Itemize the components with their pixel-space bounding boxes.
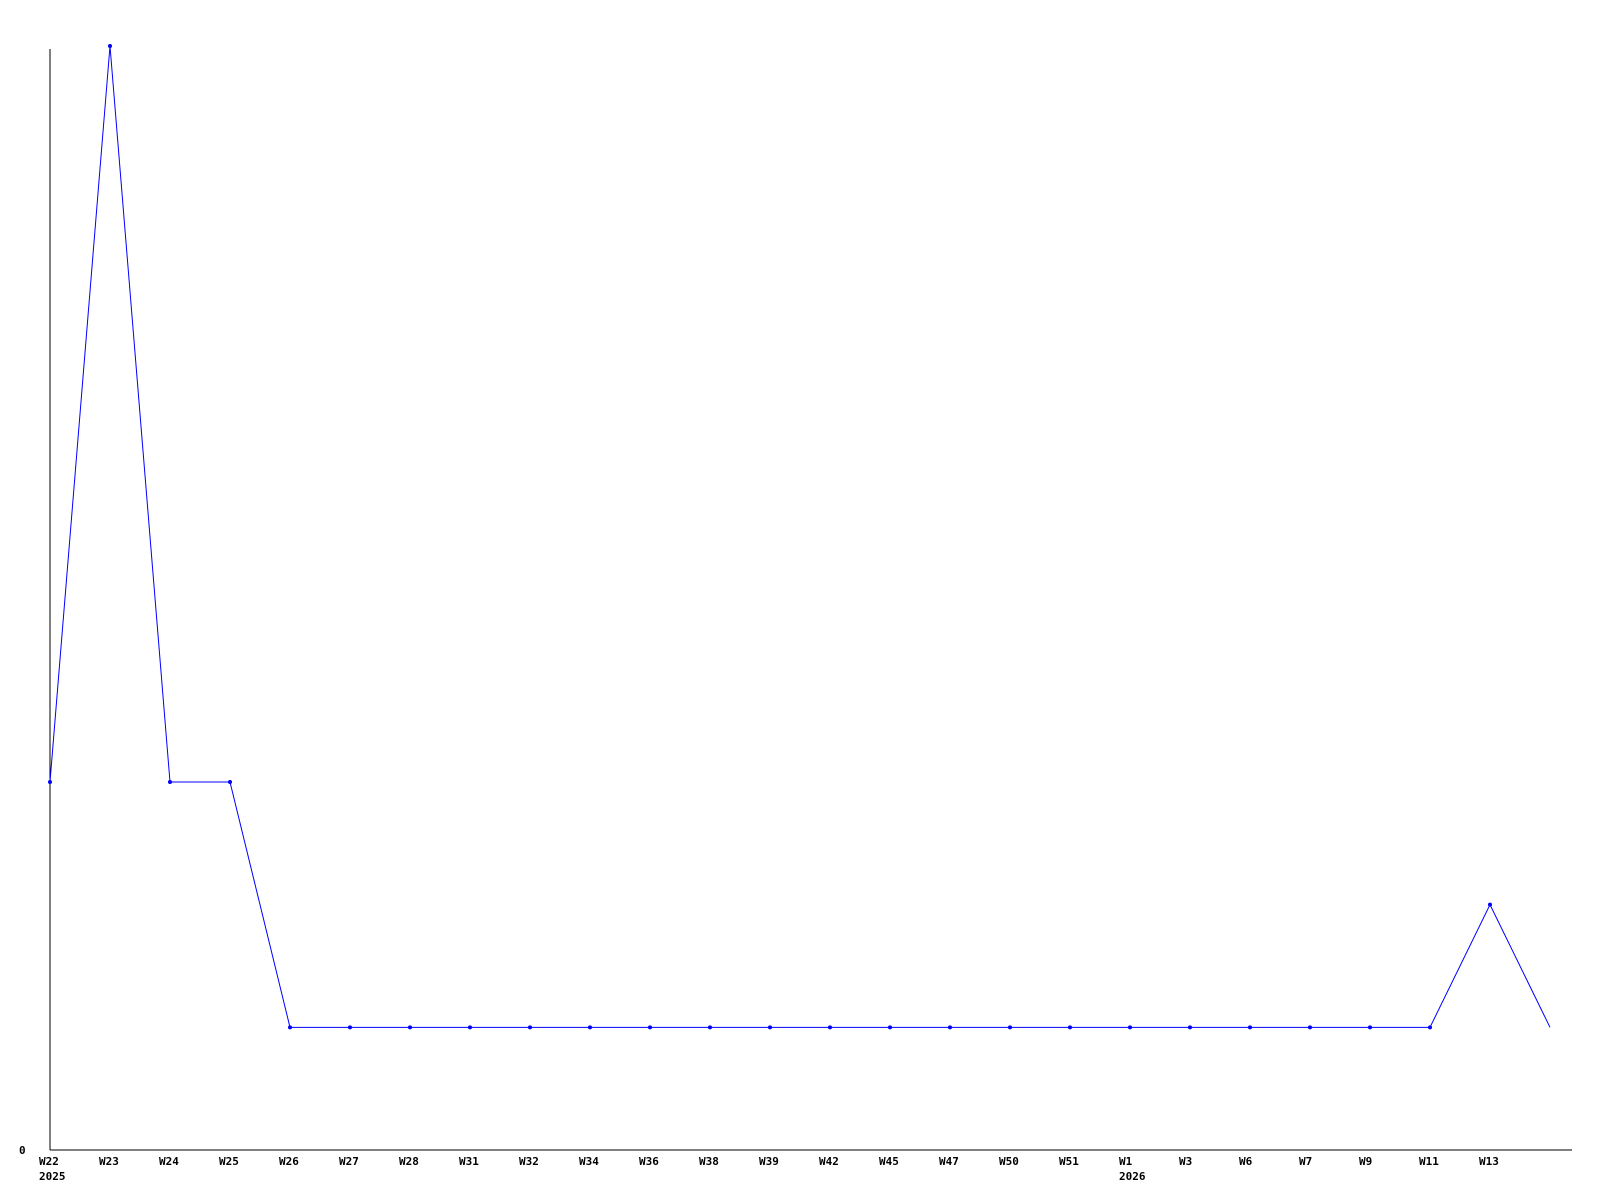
data-point: [1068, 1025, 1072, 1030]
x-tick-label: W27: [339, 1155, 359, 1168]
data-point: [288, 1025, 292, 1030]
data-point: [1128, 1025, 1132, 1030]
data-point: [348, 1025, 352, 1030]
x-tick-label: W1: [1119, 1155, 1133, 1168]
data-point: [1308, 1025, 1312, 1030]
data-point: [1008, 1025, 1012, 1030]
x-tick-label: W28: [399, 1155, 419, 1168]
x-tick-label: W22: [39, 1155, 59, 1168]
data-point: [648, 1025, 652, 1030]
x-tick-label: W51: [1059, 1155, 1079, 1168]
x-tick-label: W42: [819, 1155, 839, 1168]
data-point: [1248, 1025, 1252, 1030]
data-point: [1188, 1025, 1192, 1030]
data-point: [408, 1025, 412, 1030]
x-tick-label: W3: [1179, 1155, 1192, 1168]
data-point: [828, 1025, 832, 1030]
x-tick-label: W7: [1299, 1155, 1312, 1168]
data-point: [108, 44, 112, 48]
x-tick-label: W9: [1359, 1155, 1372, 1168]
data-point: [708, 1025, 712, 1030]
data-point: [588, 1025, 592, 1030]
x-tick-label: W25: [219, 1155, 239, 1168]
x-tick-label: W13: [1479, 1155, 1499, 1168]
series-line: [49, 45, 1551, 1028]
data-point: [768, 1025, 772, 1030]
data-point: [528, 1025, 532, 1030]
x-tick-label: W24: [159, 1155, 179, 1168]
x-tick-label: W23: [99, 1155, 119, 1168]
x-tick-label: W39: [759, 1155, 779, 1168]
y-tick-label: 0: [19, 1144, 26, 1157]
data-point: [168, 780, 172, 784]
x-tick-label: W26: [279, 1155, 299, 1168]
data-point: [468, 1025, 472, 1030]
data-point: [228, 780, 232, 784]
x-tick-label: W34: [579, 1155, 599, 1168]
x-tick-label: W36: [639, 1155, 659, 1168]
data-point: [948, 1025, 952, 1030]
x-tick-label: W6: [1239, 1155, 1253, 1168]
x-tick-label: W47: [939, 1155, 959, 1168]
x-tick-label: W38: [699, 1155, 719, 1168]
data-point: [48, 780, 52, 784]
x-tick-label: W31: [459, 1155, 479, 1168]
data-point: [1428, 1025, 1432, 1030]
data-point: [1368, 1025, 1372, 1030]
data-point: [1488, 902, 1492, 907]
x-tick-label: W32: [519, 1155, 539, 1168]
x-tick-label: W50: [999, 1155, 1019, 1168]
x-tick-label: W11: [1419, 1155, 1439, 1168]
year-label: 2026: [1119, 1170, 1146, 1183]
data-point: [888, 1025, 892, 1030]
x-tick-label: W45: [879, 1155, 899, 1168]
year-label: 2025: [39, 1170, 66, 1183]
